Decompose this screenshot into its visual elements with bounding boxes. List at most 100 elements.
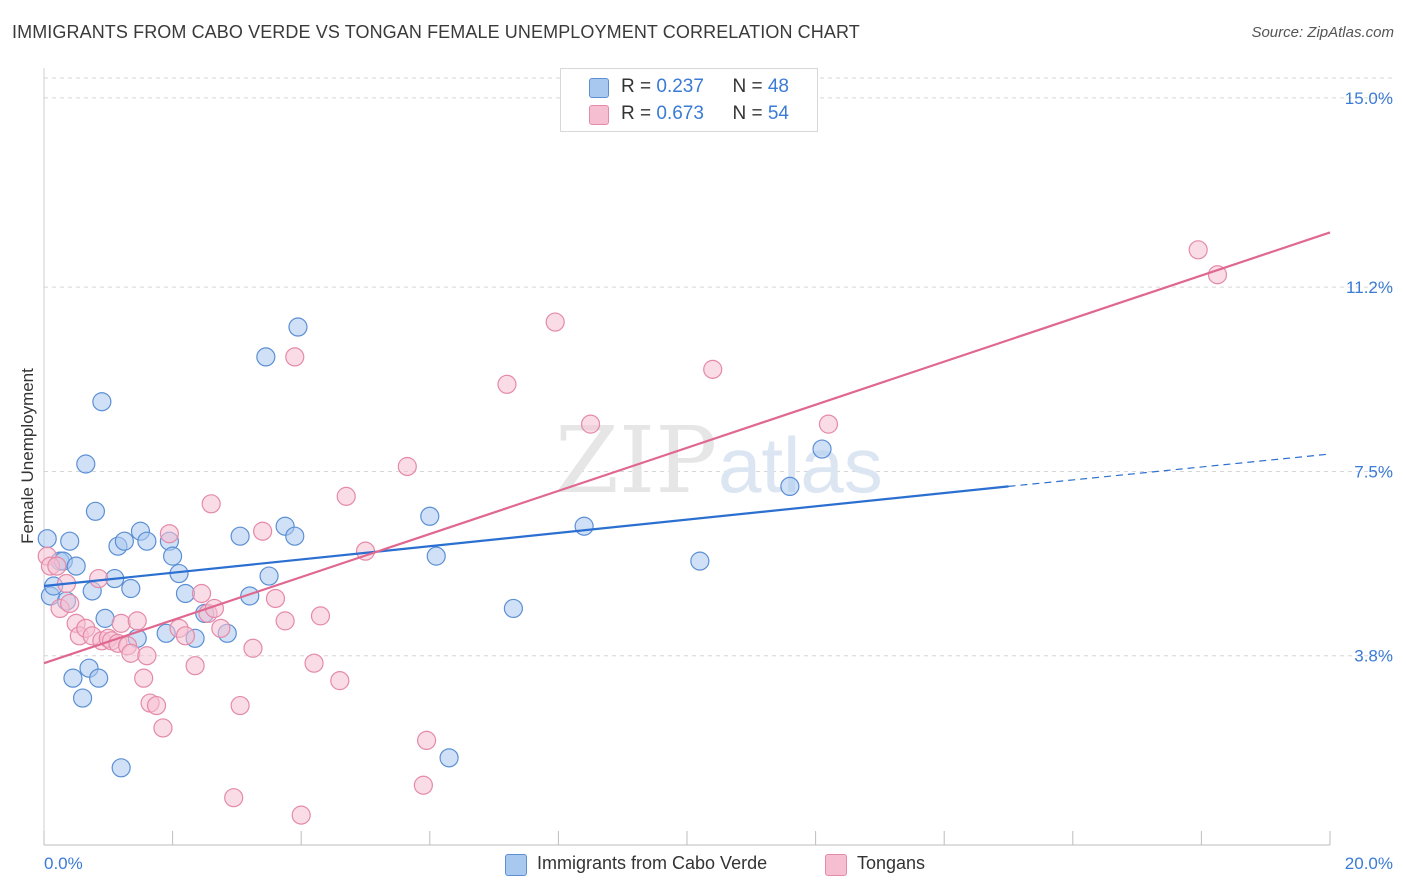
cabo-verde-point — [63, 668, 83, 688]
n-value: 54 — [767, 103, 789, 124]
tongan-point — [127, 611, 147, 631]
cabo-verde-point — [89, 668, 109, 688]
tick-labels: 3.8% 7.5% 11.2% 15.0% 0.0% 20.0% — [44, 89, 1393, 873]
tongan-point — [1188, 240, 1208, 260]
tongan-point — [397, 456, 417, 477]
tongan-point — [134, 668, 154, 688]
r-label: R = — [621, 76, 657, 97]
tongan-point — [211, 618, 231, 638]
cabo-verde-point — [85, 501, 106, 521]
tongan-point — [545, 312, 565, 332]
cabo-verde-point — [175, 583, 196, 604]
cabo-verde-point — [690, 551, 710, 571]
tongan-point — [304, 653, 324, 673]
tongan-point — [175, 626, 196, 646]
trend-lines — [43, 231, 1331, 665]
tongan-point — [818, 414, 839, 434]
correlation-legend: R = 0.237 N = 48 R = 0.673 N = 54 — [560, 68, 818, 132]
cabo-verde-point — [574, 516, 594, 536]
tongan-point — [89, 568, 109, 589]
y-tick-label: 3.8% — [1354, 647, 1393, 666]
tongan-point — [703, 359, 723, 379]
cabo-verde-point — [76, 454, 96, 474]
source-label: Source: ZipAtlas.com — [1251, 24, 1394, 41]
tongan-point — [47, 556, 67, 576]
tongan-point — [153, 718, 173, 738]
n-value: 48 — [767, 76, 789, 97]
r-value: 0.673 — [656, 103, 704, 124]
legend-swatch-blue — [589, 78, 609, 98]
cabo-verde-point — [137, 531, 157, 551]
cabo-verde-point — [72, 688, 93, 708]
cabo-verde-point — [230, 526, 250, 546]
tongan-point — [201, 494, 221, 514]
axes — [43, 68, 1331, 846]
cabo-verde-point — [259, 566, 279, 586]
cabo-verde-point — [420, 506, 440, 526]
x-tick-label: 20.0% — [1345, 854, 1393, 873]
x-tick-label: 0.0% — [44, 854, 83, 873]
data-points — [37, 240, 1228, 825]
cabo-verde-trend-line — [43, 485, 1009, 588]
y-tick-label: 7.5% — [1354, 462, 1393, 481]
chart-title: IMMIGRANTS FROM CABO VERDE VS TONGAN FEM… — [12, 22, 860, 42]
tongan-point — [580, 414, 601, 434]
tongan-point — [185, 656, 205, 676]
tongan-point — [224, 788, 244, 808]
cabo-verde-point — [60, 531, 80, 551]
cabo-verde-point — [66, 556, 86, 576]
cabo-verde-point — [121, 578, 141, 599]
cabo-verde-point — [163, 546, 183, 566]
tongan-point — [146, 695, 167, 716]
tongan-point — [137, 646, 157, 666]
watermark-atlas: atlas — [718, 421, 883, 509]
tongan-point — [310, 606, 331, 626]
cabo-verde-point — [812, 439, 832, 459]
cabo-verde-point — [37, 529, 57, 549]
tongan-point — [243, 638, 263, 658]
tongan-point — [330, 671, 350, 691]
cabo-verde-point — [288, 317, 308, 337]
tongan-point — [253, 521, 273, 541]
y-axis-label: Female Unemployment — [18, 368, 37, 544]
legend-label: Tongans — [857, 853, 926, 873]
y-tick-label: 11.2% — [1346, 278, 1393, 297]
tongan-point — [60, 593, 80, 614]
cabo-verde-point — [256, 347, 276, 367]
tongan-point — [413, 775, 433, 795]
n-label: N = — [732, 76, 768, 97]
cabo-verde-point — [780, 476, 800, 497]
cabo-verde-point — [285, 526, 305, 546]
cabo-verde-point — [114, 531, 134, 551]
tongan-point — [285, 347, 305, 367]
tongan-point — [416, 730, 437, 751]
cabo-verde-point — [426, 546, 446, 566]
watermark-zip: ZIP — [555, 407, 717, 514]
cabo-verde-point — [95, 608, 115, 628]
tongan-point — [336, 486, 356, 506]
tongan-point — [275, 611, 295, 631]
legend-swatch-pink — [825, 854, 847, 876]
tongan-point — [191, 583, 212, 604]
tongan-point — [497, 374, 517, 394]
cabo-verde-point — [240, 586, 260, 606]
r-value: 0.237 — [656, 76, 704, 97]
tongan-point — [230, 695, 250, 716]
cabo-verde-point — [92, 392, 112, 412]
tongan-point — [265, 588, 286, 609]
n-label: N = — [732, 103, 768, 124]
tongan-point — [1207, 265, 1228, 285]
tongan-point — [111, 613, 131, 633]
cabo-verde-point — [439, 748, 459, 768]
legend-label: Immigrants from Cabo Verde — [537, 853, 768, 873]
cabo-verde-point — [503, 598, 523, 619]
tongan-point — [159, 524, 179, 544]
r-label: R = — [621, 103, 657, 124]
tongan-point — [291, 805, 311, 825]
tongan-trend-line — [43, 231, 1331, 665]
y-tick-label: 15.0% — [1345, 89, 1393, 108]
tongan-point — [121, 643, 141, 663]
cabo-verde-trend-extension — [1008, 453, 1331, 487]
legend-swatch-pink — [589, 105, 609, 125]
